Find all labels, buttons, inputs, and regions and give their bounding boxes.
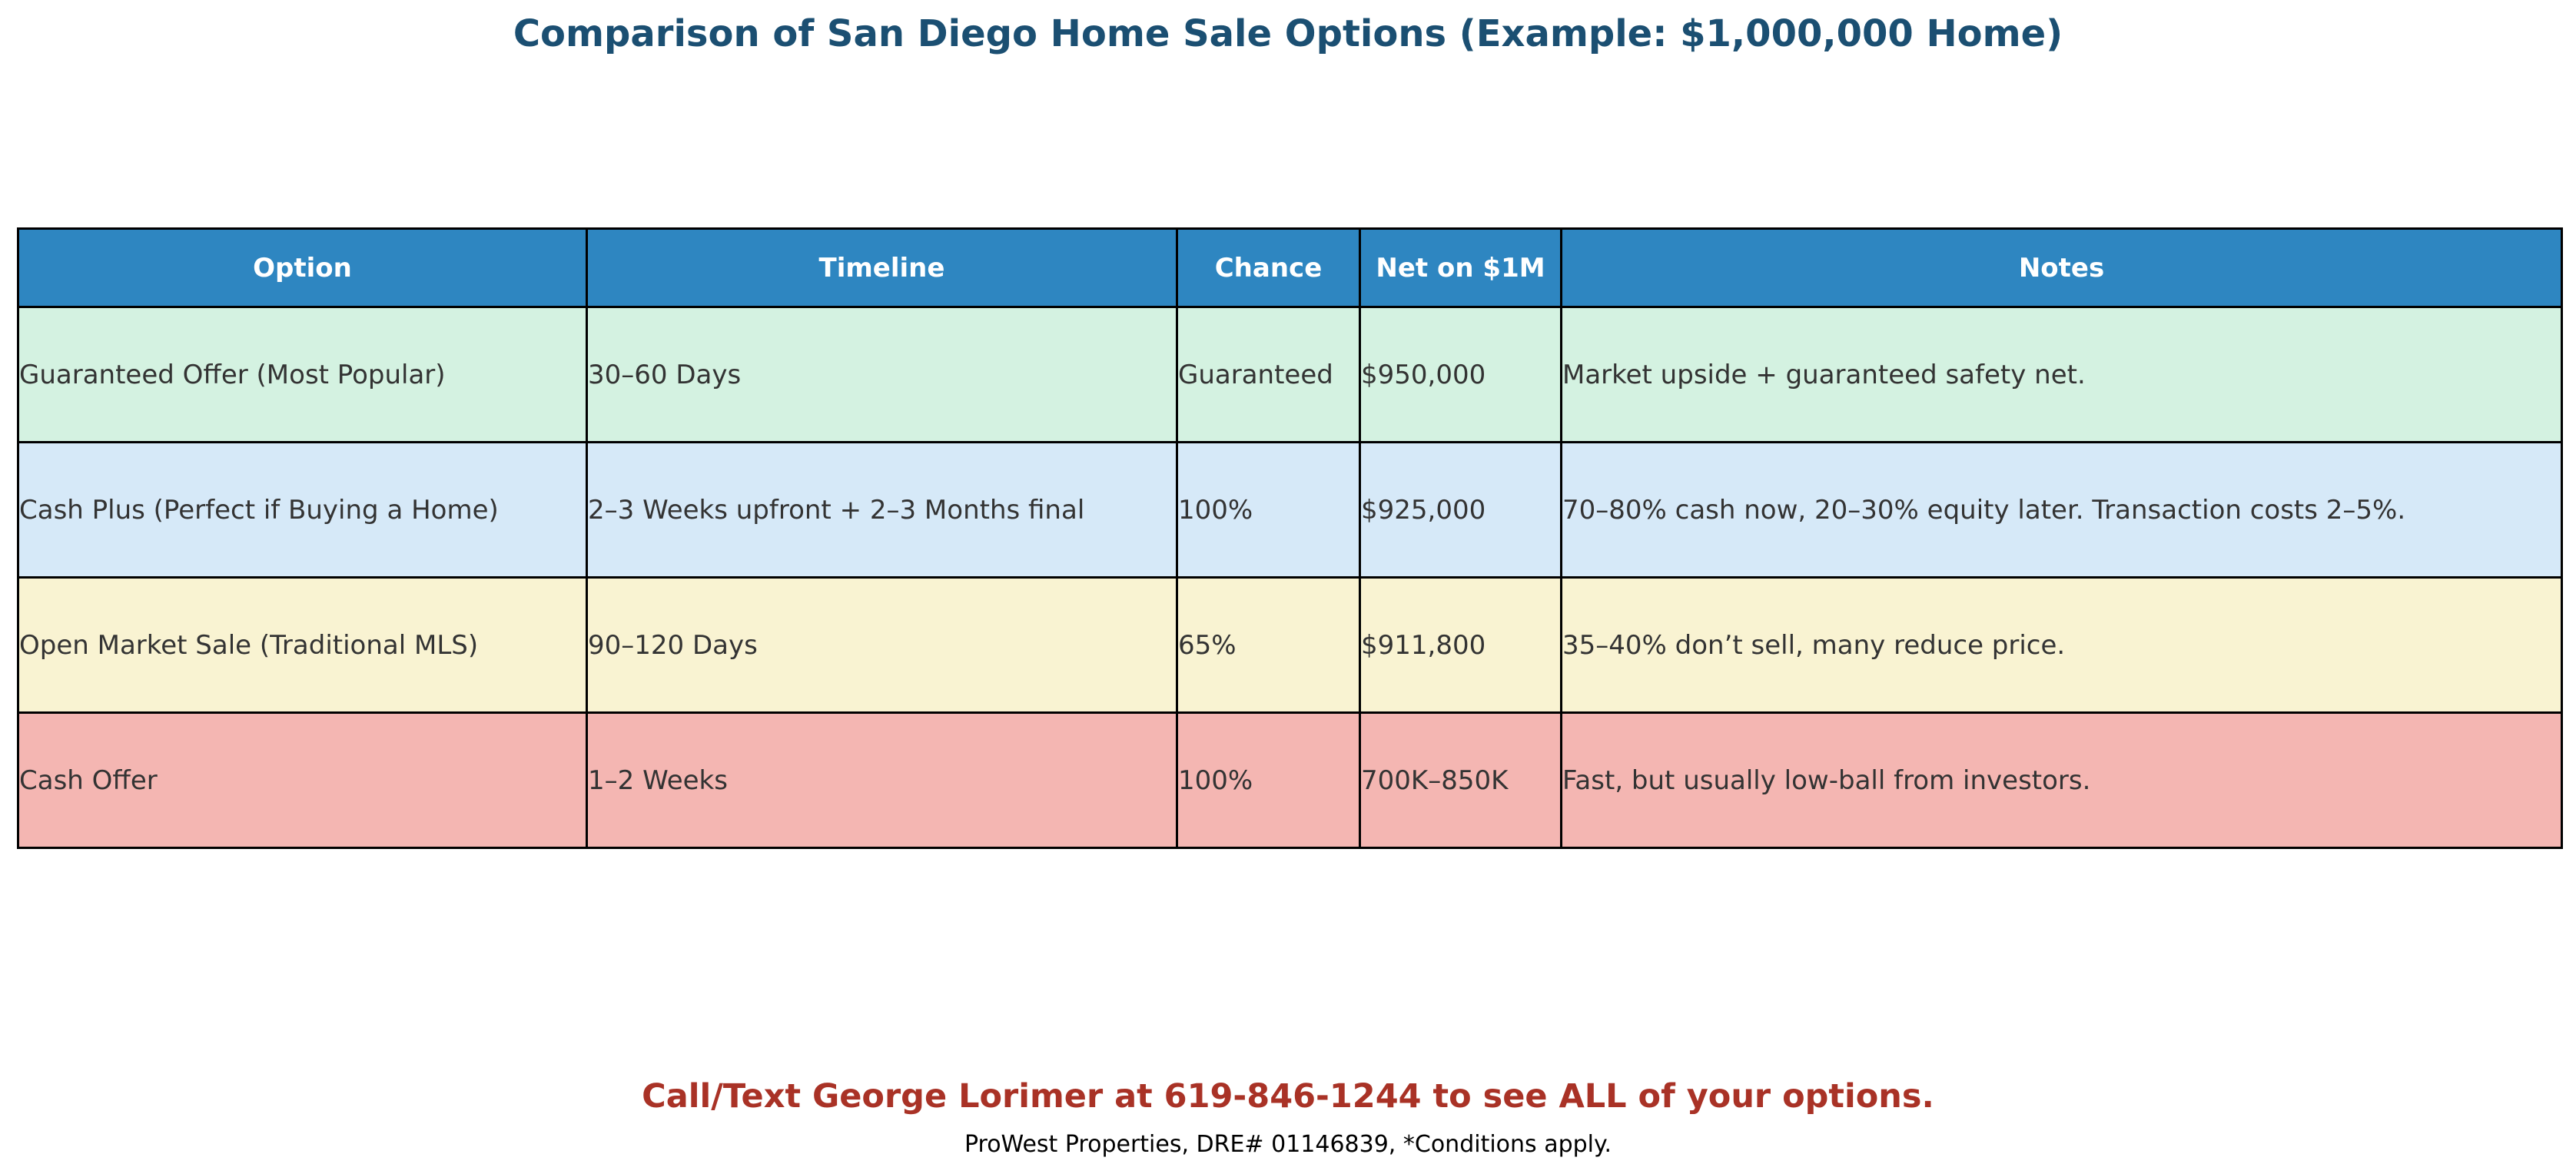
cell-net: $925,000	[1359, 441, 1562, 579]
cell-chance: 100%	[1176, 711, 1361, 849]
column-header-timeline: Timeline	[586, 227, 1178, 308]
page-title: Comparison of San Diego Home Sale Option…	[513, 12, 2063, 55]
cell-notes: Market upside + guaranteed safety net.	[1560, 306, 2563, 443]
cell-timeline: 1–2 Weeks	[586, 711, 1178, 849]
cell-timeline: 2–3 Weeks upfront + 2–3 Months final	[586, 441, 1178, 579]
cell-net: $950,000	[1359, 306, 1562, 443]
brokerage-disclaimer: ProWest Properties, DRE# 01146839, *Cond…	[964, 1131, 1612, 1158]
table-header-row: Option Timeline Chance Net on $1M Notes	[17, 227, 2563, 308]
column-header-net: Net on $1M	[1359, 227, 1562, 308]
cell-option: Cash Offer	[17, 711, 588, 849]
table-row-open-market-sale: Open Market Sale (Traditional MLS) 90–12…	[17, 576, 2563, 714]
comparison-table: Option Timeline Chance Net on $1M Notes …	[17, 227, 2563, 849]
column-header-option: Option	[17, 227, 588, 308]
cell-chance: 65%	[1176, 576, 1361, 714]
contact-call-to-action: Call/Text George Lorimer at 619-846-1244…	[642, 1077, 1934, 1116]
cell-option: Cash Plus (Perfect if Buying a Home)	[17, 441, 588, 579]
cell-chance: 100%	[1176, 441, 1361, 579]
cell-timeline: 30–60 Days	[586, 306, 1178, 443]
comparison-table-container: Option Timeline Chance Net on $1M Notes …	[17, 227, 2563, 849]
cell-chance: Guaranteed	[1176, 306, 1361, 443]
cell-notes: 35–40% don’t sell, many reduce price.	[1560, 576, 2563, 714]
cell-timeline: 90–120 Days	[586, 576, 1178, 714]
cell-notes: 70–80% cash now, 20–30% equity later. Tr…	[1560, 441, 2563, 579]
cell-net: $911,800	[1359, 576, 1562, 714]
column-header-chance: Chance	[1176, 227, 1361, 308]
cell-net: 700K–850K	[1359, 711, 1562, 849]
cell-option: Guaranteed Offer (Most Popular)	[17, 306, 588, 443]
table-row-guaranteed-offer: Guaranteed Offer (Most Popular) 30–60 Da…	[17, 306, 2563, 443]
cell-option: Open Market Sale (Traditional MLS)	[17, 576, 588, 714]
column-header-notes: Notes	[1560, 227, 2563, 308]
table-row-cash-offer: Cash Offer 1–2 Weeks 100% 700K–850K Fast…	[17, 711, 2563, 849]
cell-notes: Fast, but usually low-ball from investor…	[1560, 711, 2563, 849]
table-row-cash-plus: Cash Plus (Perfect if Buying a Home) 2–3…	[17, 441, 2563, 579]
